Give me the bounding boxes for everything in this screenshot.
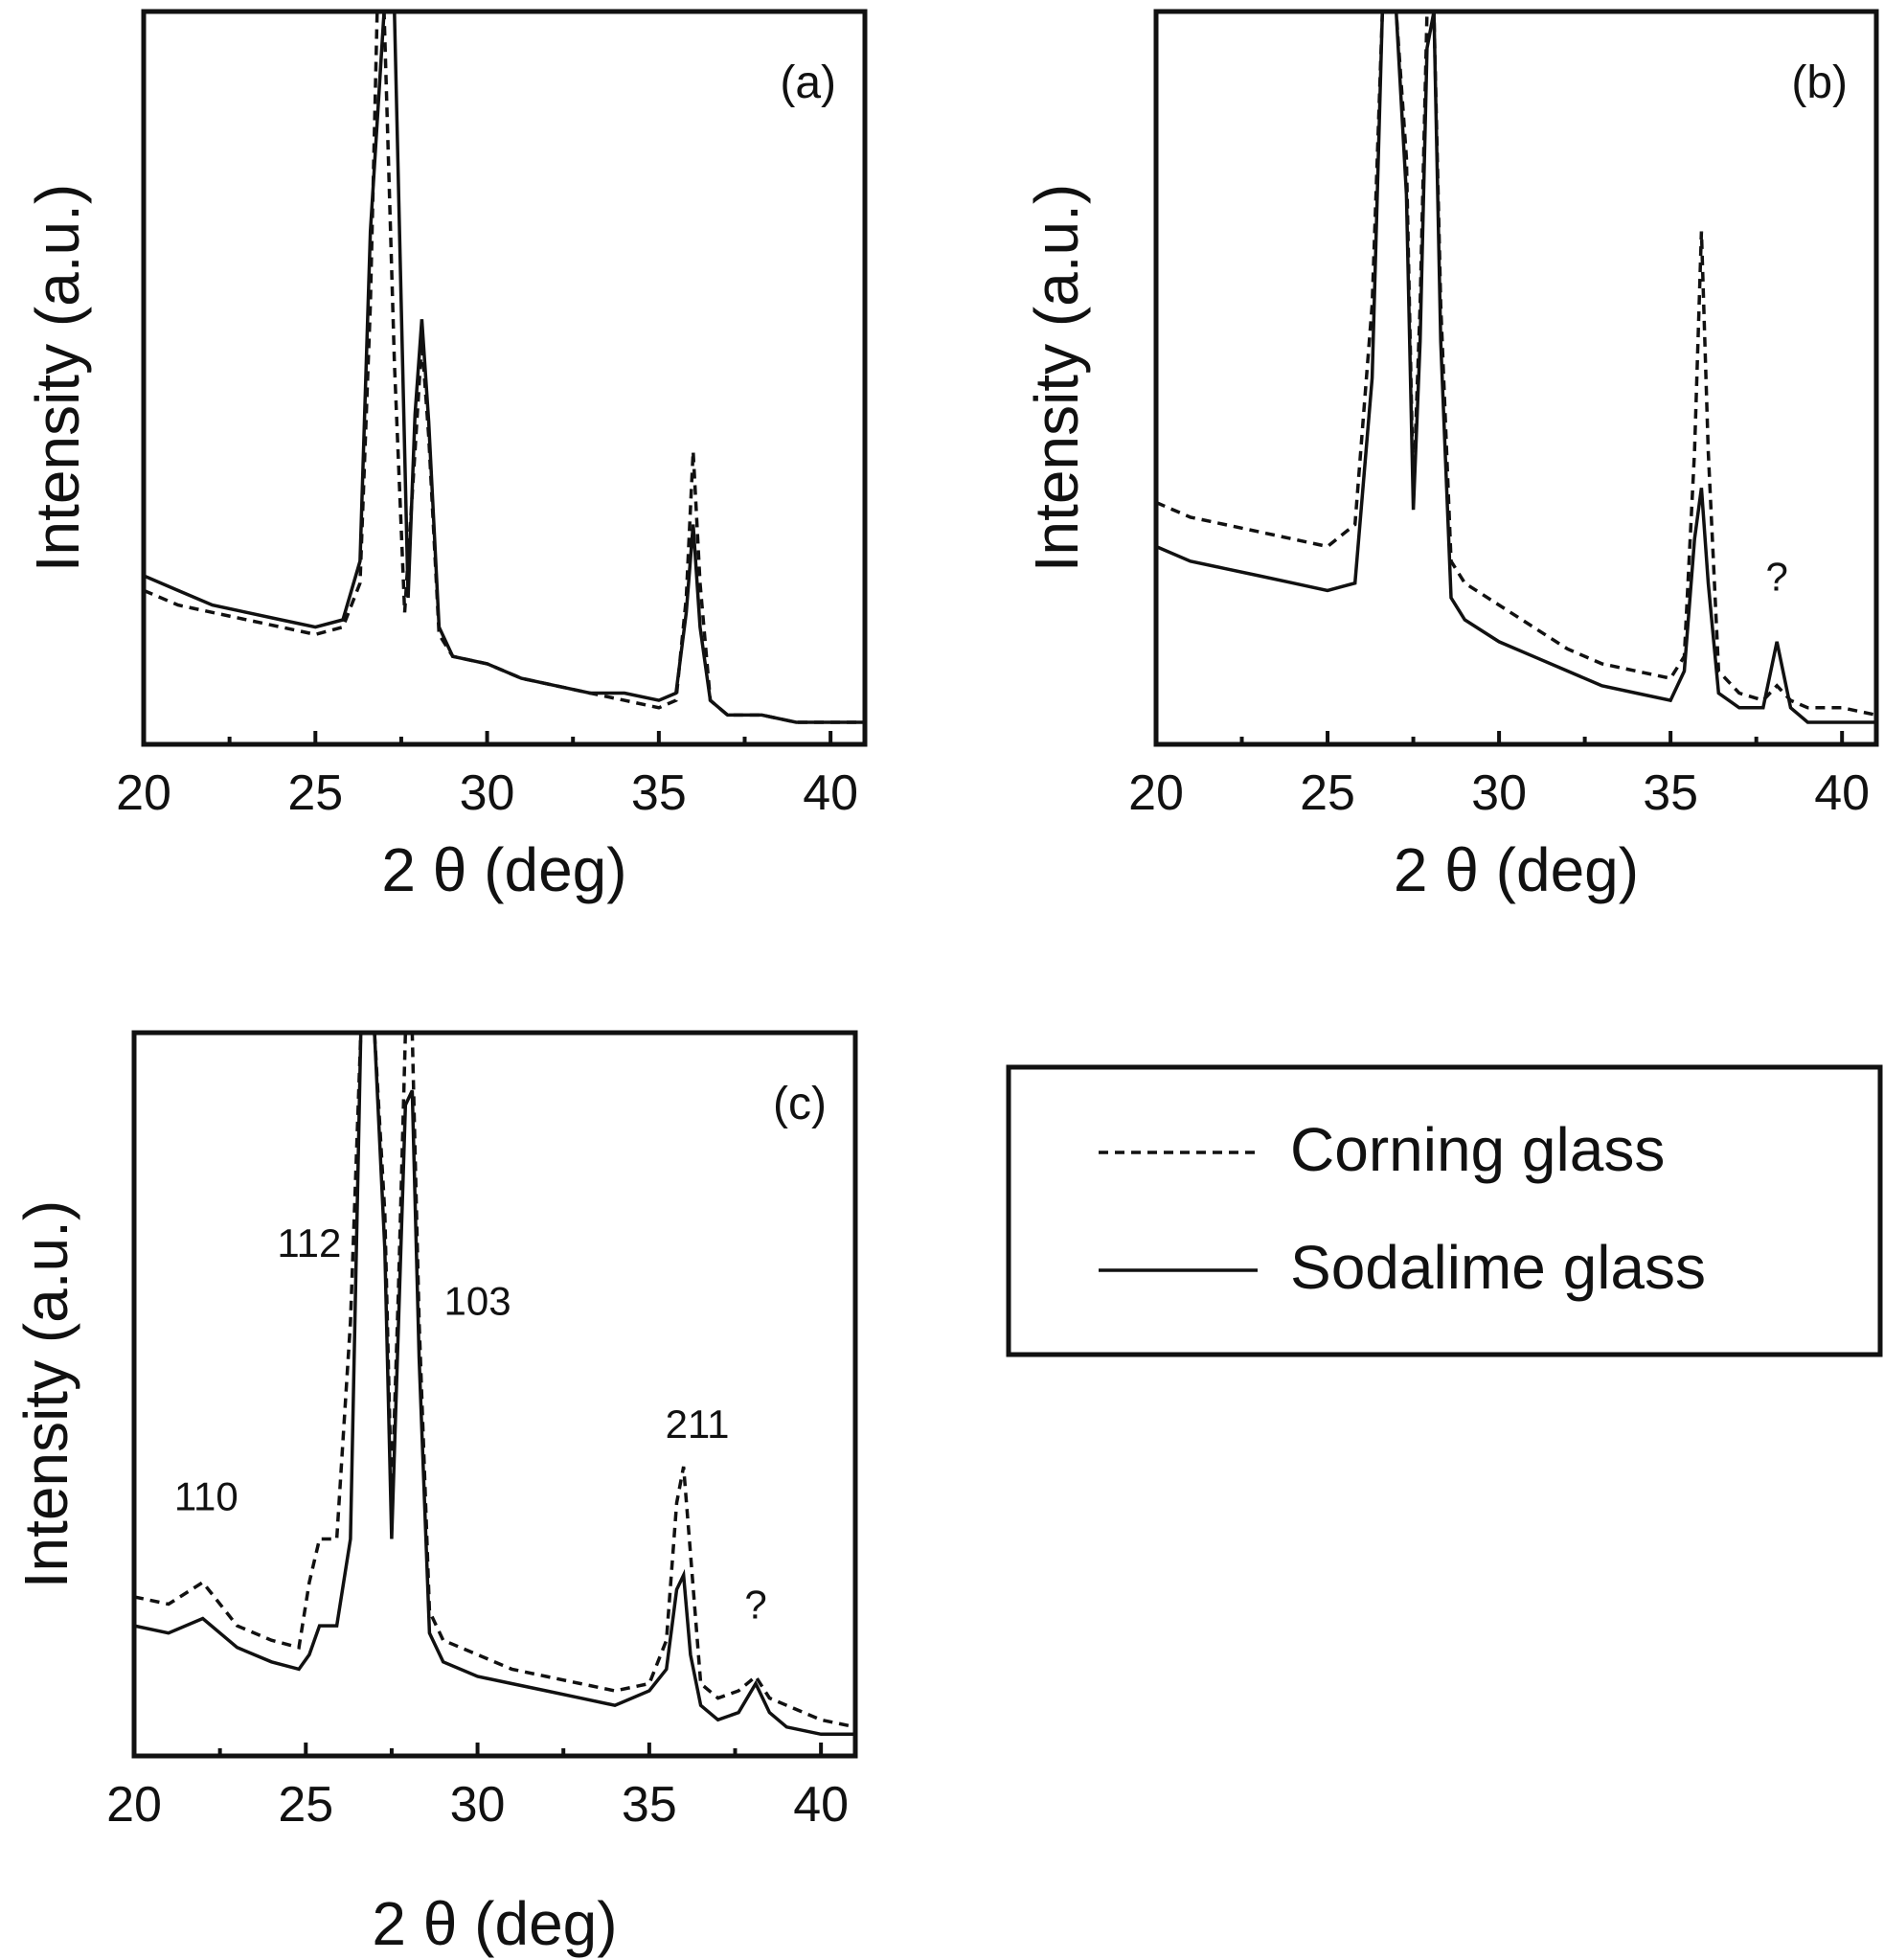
peak-annotation: ? (1765, 554, 1787, 599)
x-axis-label: 2 θ (deg) (372, 1889, 617, 1958)
x-tick-label: 35 (622, 1777, 677, 1833)
x-tick-label: 40 (793, 1777, 849, 1833)
series-line-sodalime (144, 11, 865, 724)
series-line-corning (1156, 11, 1876, 718)
peak-annotation: 112 (277, 1220, 341, 1265)
y-axis-label: Intensity (a.u.) (11, 1200, 80, 1589)
peak-annotation: ? (744, 1583, 766, 1628)
x-tick-label: 35 (1643, 765, 1698, 821)
panel-a: 20 25 30 35 40 2 θ (deg) Intensity (a.u.) (a) (23, 9, 868, 904)
legend-label-corning: Corning glass (1290, 1115, 1665, 1184)
x-tick-label: 40 (803, 765, 858, 821)
x-axis-label: 2 θ (deg) (381, 835, 626, 904)
series-line-sodalime (1156, 11, 1876, 724)
panel-label: (a) (780, 57, 836, 108)
series-line-corning (144, 11, 865, 724)
x-tick-label: 25 (1300, 765, 1355, 821)
x-tick-label: 30 (460, 765, 515, 821)
x-tick-label: 25 (278, 1777, 333, 1833)
peak-annotation: 103 (444, 1278, 511, 1323)
plot-frame (131, 1030, 858, 1759)
x-axis-label: 2 θ (deg) (1394, 835, 1639, 904)
x-tick-label: 40 (1814, 765, 1870, 821)
plot-frame (1153, 9, 1879, 747)
legend: Corning glass Sodalime glass (1006, 1064, 1883, 1357)
peak-annotation: 110 (174, 1473, 238, 1518)
x-tick-label: 20 (106, 1777, 162, 1833)
panel-label: (b) (1791, 57, 1848, 108)
panel-b: 20 25 30 35 40 2 θ (deg) Intensity (a.u.) (b)? (1022, 9, 1879, 904)
plot-frame (141, 9, 868, 747)
x-tick-label: 35 (631, 765, 687, 821)
x-tick-label: 30 (450, 1777, 506, 1833)
series-line-sodalime (134, 1033, 855, 1737)
panel-label: (c) (773, 1079, 827, 1129)
x-tick-label: 20 (116, 765, 171, 821)
x-tick-label: 20 (1128, 765, 1184, 821)
panel-c: 20 25 30 35 40 2 θ (deg) Intensity (a.u.) (c) 11… (11, 1030, 858, 1958)
y-axis-label: Intensity (a.u.) (23, 184, 92, 573)
legend-box (1006, 1064, 1883, 1357)
peak-annotation: 211 (666, 1402, 730, 1447)
legend-label-sodalime: Sodalime glass (1290, 1233, 1706, 1302)
y-axis-label: Intensity (a.u.) (1022, 184, 1091, 573)
x-tick-label: 25 (287, 765, 343, 821)
x-tick-label: 30 (1471, 765, 1527, 821)
